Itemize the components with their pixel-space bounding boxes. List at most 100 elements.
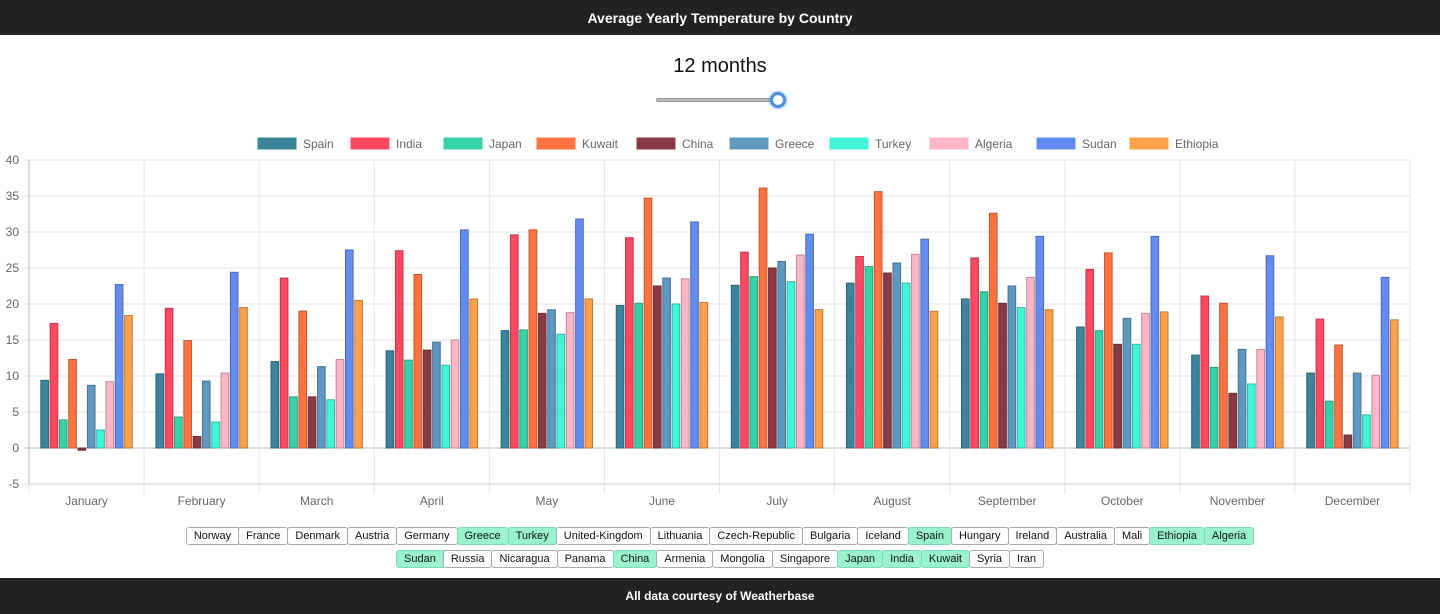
country-button-czech-republic[interactable]: Czech-Republic [709,527,803,545]
bar-spain [615,304,625,449]
x-tick-label: May [536,494,559,508]
bar-greece [201,380,211,449]
country-button-japan[interactable]: Japan [837,550,884,568]
x-tick-label: February [178,494,226,508]
country-button-nicaragua[interactable]: Nicaragua [491,550,558,568]
y-tick-label: 20 [6,297,20,311]
country-button-singapore[interactable]: Singapore [771,550,839,568]
footer-bar: All data courtesy of Weatherbase [0,578,1440,614]
bar-india [279,277,289,449]
country-button-sudan[interactable]: Sudan [396,550,444,568]
country-button-iran[interactable]: Iran [1009,550,1044,568]
slider-thumb[interactable] [770,92,786,108]
country-button-iceland[interactable]: Iceland [857,527,909,545]
bar-india [970,257,979,449]
bar-ethiopia [814,309,824,449]
bar-spain [270,361,280,449]
bar-kuwait [1104,252,1113,449]
bar-china [537,312,547,449]
legend-swatch-kuwait [535,136,577,151]
y-tick-label: -5 [8,477,19,491]
bar-china [307,396,317,449]
bar-china [1343,434,1353,449]
bar-sudan [344,249,354,449]
country-button-australia[interactable]: Australia [1056,527,1115,545]
country-button-armenia[interactable]: Armenia [656,550,714,568]
bar-algeria [1371,374,1381,449]
country-button-greece[interactable]: Greece [456,527,509,545]
country-button-mongolia[interactable]: Mongolia [712,550,773,568]
country-button-france[interactable]: France [238,527,289,545]
legend-swatch-sudan [1035,136,1077,151]
bar-kuwait [413,273,423,449]
country-button-china[interactable]: China [612,550,658,568]
bar-sudan [805,233,814,449]
slider-track[interactable] [656,98,778,102]
legend-swatch-ethiopia [1128,136,1170,151]
bar-greece [317,366,326,449]
legend-label-japan: Japan [489,137,522,151]
bar-kuwait [758,187,768,449]
bar-china [883,272,892,449]
bar-turkey [786,281,796,449]
legend-swatch-japan [442,136,484,151]
bar-japan [174,416,183,449]
months-slider[interactable] [656,92,786,108]
bar-sudan [690,221,699,449]
bar-greece [662,277,671,449]
bar-turkey [556,333,566,449]
country-button-kuwait[interactable]: Kuwait [920,550,970,568]
country-button-lithuania[interactable]: Lithuania [649,527,711,545]
bar-spain [730,284,740,449]
x-tick-label: August [873,494,911,508]
country-button-ethiopia[interactable]: Ethiopia [1149,527,1205,545]
country-button-united-kingdom[interactable]: United-Kingdom [555,527,651,545]
bar-spain [1191,354,1200,449]
bar-china [77,447,87,451]
bar-sudan [1035,235,1045,449]
country-button-germany[interactable]: Germany [396,527,458,545]
bar-spain [500,330,510,449]
legend-swatch-spain [256,136,298,151]
bar-india [1085,268,1095,449]
y-tick-label: 35 [6,189,20,203]
country-button-india[interactable]: India [882,550,922,568]
bar-greece [1237,348,1247,449]
bar-sudan [460,229,469,449]
country-button-bulgaria[interactable]: Bulgaria [801,527,859,545]
legend-label-china: China [682,137,714,151]
country-button-spain[interactable]: Spain [907,527,952,545]
country-button-russia[interactable]: Russia [442,550,493,568]
bar-india [509,234,519,449]
country-button-denmark[interactable]: Denmark [287,527,348,545]
x-tick-label: October [1101,494,1144,508]
country-button-turkey[interactable]: Turkey [507,527,557,545]
bar-greece [1352,372,1362,449]
bar-turkey [901,282,911,449]
bar-ethiopia [124,315,133,449]
bar-sudan [229,271,239,449]
bar-japan [749,276,759,449]
country-button-mali[interactable]: Mali [1113,527,1151,545]
bar-ethiopia [1390,319,1399,449]
legend-swatch-algeria [928,136,970,151]
country-button-hungary[interactable]: Hungary [950,527,1009,545]
bar-kuwait [298,310,308,449]
bar-turkey [671,303,681,449]
bar-turkey [96,429,105,449]
country-button-algeria[interactable]: Algeria [1203,527,1255,545]
bar-kuwait [68,358,77,449]
country-button-panama[interactable]: Panama [556,550,614,568]
bar-ethiopia [1274,316,1284,449]
country-button-ireland[interactable]: Ireland [1007,527,1058,545]
legend-label-kuwait: Kuwait [582,137,619,151]
country-button-syria[interactable]: Syria [968,550,1011,568]
bar-spain [1306,372,1315,449]
country-button-austria[interactable]: Austria [347,527,398,545]
bar-kuwait [1334,344,1343,449]
bar-turkey [1016,307,1026,449]
legend-label-turkey: Turkey [875,137,911,151]
bar-ethiopia [929,310,939,449]
bar-greece [432,341,441,449]
country-button-norway[interactable]: Norway [185,527,240,545]
